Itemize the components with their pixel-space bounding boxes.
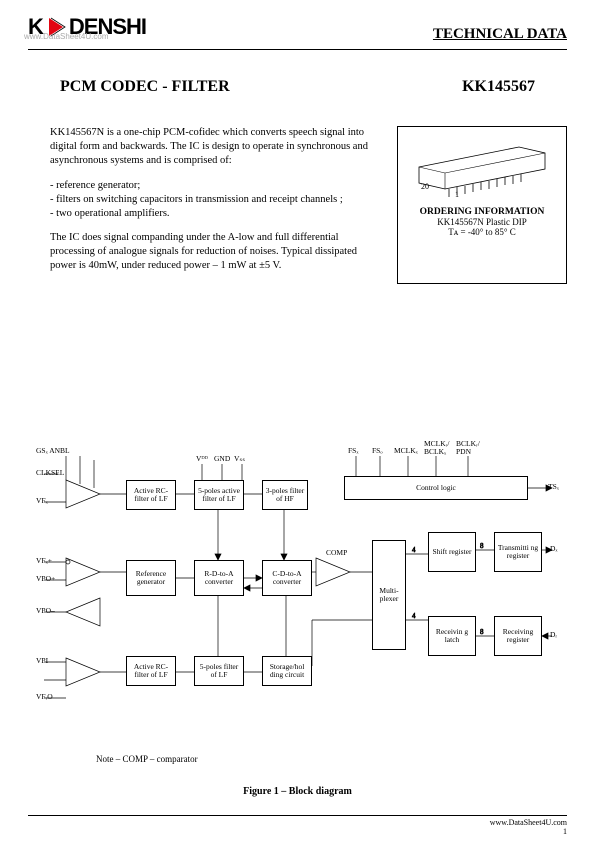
para1: KK145567N is a one-chip PCM-cofidec whic… bbox=[50, 126, 379, 169]
note-comp: Note – COMP – comparator bbox=[96, 754, 198, 764]
bullet1: - reference generator; bbox=[50, 179, 379, 193]
blk-multiplexer: Multi-plexer bbox=[372, 540, 406, 650]
technical-data-label: TECHNICAL DATA bbox=[433, 14, 567, 43]
block-diagram: 4 4 8 8 bbox=[36, 440, 560, 740]
lbl-gsx: GSₓ ANBL bbox=[36, 446, 70, 455]
svg-text:4: 4 bbox=[412, 546, 416, 554]
lbl-comp: COMP bbox=[326, 548, 347, 557]
blk-recv-latch: Receivin g latch bbox=[428, 616, 476, 656]
title-left: PCM CODEC - FILTER bbox=[60, 78, 230, 96]
blk-3poles-hf: 3-poles filter of HF bbox=[262, 480, 308, 510]
blk-cda: C-D-to-A converter bbox=[262, 560, 312, 596]
blk-storage: Storage/hol ding circuit bbox=[262, 656, 312, 686]
blk-control-logic: Control logic bbox=[344, 476, 528, 500]
lbl-dx: Dₓ bbox=[550, 544, 558, 553]
ordering-line2: Tᴀ = -40° to 85° C bbox=[406, 227, 558, 237]
pin20-label: 20 bbox=[421, 182, 429, 191]
lbl-vpominus: VPO– bbox=[36, 606, 55, 615]
bullet2: - filters on switching capacitors in tra… bbox=[50, 193, 379, 207]
lbl-tsx: TSₓ bbox=[548, 482, 559, 491]
blk-shift-reg: Shift register bbox=[428, 532, 476, 572]
svg-text:4: 4 bbox=[412, 612, 416, 620]
footer-url: www.DataSheet4U.com bbox=[490, 818, 567, 827]
lbl-mclkb: MCLKᵣ/ BCLKₓ bbox=[424, 440, 449, 455]
dip-chip-icon: 20 1 bbox=[407, 141, 557, 201]
blk-trans-reg: Transmitti ng register bbox=[494, 532, 542, 572]
ordering-title: ORDERING INFORMATION bbox=[406, 207, 558, 217]
lbl-vfx: VFₓ bbox=[36, 496, 48, 505]
lbl-vpi: VPI bbox=[36, 656, 48, 665]
title-right: KK145567 bbox=[462, 78, 535, 96]
blk-ref-gen: Reference generator bbox=[126, 560, 176, 596]
footer-page: 1 bbox=[490, 827, 567, 836]
lbl-vfxplus: VFₓ+ bbox=[36, 556, 52, 565]
watermark-top: www.DataSheet4U.com bbox=[24, 32, 108, 41]
lbl-vpoplus: VPO+ bbox=[36, 574, 55, 583]
lbl-clksel: CLKSEL bbox=[36, 468, 64, 477]
lbl-gnd: GND bbox=[214, 454, 230, 463]
lbl-fso: FSₒ bbox=[372, 446, 383, 455]
svg-text:8: 8 bbox=[480, 542, 484, 550]
figure-caption: Figure 1 – Block diagram bbox=[0, 786, 595, 797]
blk-5poles-active: 5-poles active filter of LF bbox=[194, 480, 244, 510]
pin1-label: 1 bbox=[455, 190, 459, 199]
footer-rule bbox=[28, 815, 567, 816]
para2: The IC does signal companding under the … bbox=[50, 231, 379, 274]
lbl-fsx: FSₓ bbox=[348, 446, 359, 455]
bullet3: - two operational amplifiers. bbox=[50, 207, 379, 221]
footer: www.DataSheet4U.com 1 bbox=[490, 818, 567, 836]
ordering-line1: KK145567N Plastic DIP bbox=[406, 217, 558, 227]
svg-text:8: 8 bbox=[480, 628, 484, 636]
lbl-bclk: BCLKᵣ/ PDN bbox=[456, 440, 480, 455]
lbl-mclkx: MCLKₓ bbox=[394, 446, 418, 455]
blk-active-rc2: Active RC-filter of LF bbox=[126, 656, 176, 686]
lbl-vfro: VFᵣO bbox=[36, 692, 53, 701]
blk-recv-reg: Receiving register bbox=[494, 616, 542, 656]
title-row: PCM CODEC - FILTER KK145567 bbox=[0, 50, 595, 96]
body-row: KK145567N is a one-chip PCM-cofidec whic… bbox=[0, 96, 595, 284]
lbl-dr: Dᵣ bbox=[550, 630, 557, 639]
lbl-vdd: Vᴰᴰ bbox=[196, 454, 208, 463]
ordering-box: 20 1 ORDERING INFORMATION KK145567N Plas… bbox=[397, 126, 567, 284]
blk-rda: R-D-to-A converter bbox=[194, 560, 244, 596]
blk-active-rc1: Active RC-filter of LF bbox=[126, 480, 176, 510]
lbl-vss: Vₛₛ bbox=[234, 454, 245, 463]
blk-5poles2: 5-poles filter of LF bbox=[194, 656, 244, 686]
description-text: KK145567N is a one-chip PCM-cofidec whic… bbox=[50, 126, 379, 284]
